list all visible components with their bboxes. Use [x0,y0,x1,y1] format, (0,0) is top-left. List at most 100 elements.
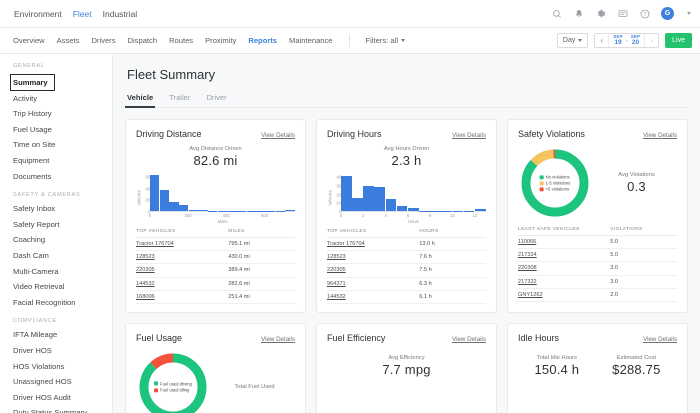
date-range-display[interactable]: SEP 19 - SEP 20 [608,34,646,47]
table-row[interactable]: Tractor 176704 13.0 h [327,237,486,252]
table-row[interactable]: 964371 6.3 h [327,277,486,291]
day-granularity-button[interactable]: Day [556,33,589,48]
env-item-fleet[interactable]: Fleet [72,8,92,19]
vehicle-link[interactable]: 220308 [518,261,611,276]
help-icon[interactable]: ? [639,8,650,19]
tab-vehicle[interactable]: Vehicle [124,93,156,108]
y-tick: 0 [147,209,150,215]
date-range-picker[interactable]: ‹ SEP 19 - SEP 20 › [594,33,660,48]
vehicle-link[interactable]: 217324 [518,248,611,263]
vehicle-link[interactable]: 144532 [327,290,420,304]
table-row[interactable]: GNY1262 2.0 [518,288,677,302]
date-to[interactable]: SEP 20 [631,34,640,46]
sidebar-item-safety-inbox[interactable]: Safety Inbox [13,204,56,214]
vehicle-link[interactable]: GNY1262 [518,288,611,302]
sidebar-item-summary[interactable]: Summary [10,73,55,92]
vehicle-link[interactable]: 110066 [518,235,611,250]
view-details-link[interactable]: View Details [643,335,677,343]
vehicle-link[interactable]: 128523 [327,250,420,265]
histogram-bar [150,175,160,211]
chat-icon[interactable] [617,8,628,19]
sidebar-item-multi-camera[interactable]: Multi-Camera [13,266,59,276]
table-row[interactable]: Tractor 176704 795.1 mi [136,237,295,252]
tab-driver[interactable]: Driver [206,93,227,102]
table-row[interactable]: 144532 6.1 h [327,290,486,304]
sidebar-item-driver-hos-audit[interactable]: Driver HOS Audit [13,392,71,402]
view-details-link[interactable]: View Details [643,132,677,139]
table-row[interactable]: 217324 5.0 [518,248,677,263]
legend-swatch [539,187,544,192]
sidebar-item-trip-history[interactable]: Trip History [13,109,52,119]
next-date-button[interactable]: › [650,36,653,45]
view-details-link[interactable]: View Details [261,132,295,139]
table-row[interactable]: 144532 282.6 mi [136,277,295,291]
tab-overview[interactable]: Overview [13,36,45,45]
histogram-bar [385,199,397,211]
tab-maintenance[interactable]: Maintenance [289,36,333,45]
table-row[interactable]: 110066 5.0 [518,235,677,250]
tab-proximity[interactable]: Proximity [205,36,237,45]
sidebar-item-unassigned-hos[interactable]: Unassigned HOS [13,377,72,387]
gear-icon[interactable] [595,8,606,19]
sidebar-item-duty-status-summary[interactable]: Duty Status Summary [13,408,87,413]
sidebar-item-hos-violations[interactable]: HOS Violations [13,361,65,371]
view-details-link[interactable]: View Details [452,335,486,343]
table-row[interactable]: 128523 430.0 mi [136,250,295,265]
vehicle-link[interactable]: 220305 [327,263,420,278]
table-row[interactable]: 217322 3.0 [518,275,677,289]
prev-date-button[interactable]: ‹ [600,36,604,45]
vehicle-link[interactable]: 964371 [327,277,420,291]
vehicle-link[interactable]: 128523 [136,250,229,265]
vehicle-link[interactable]: Tractor 176704 [136,237,229,252]
card-idle-hours: Idle Hours View Details Total Idle Hours… [507,322,688,413]
sidebar-group-compliance: COMPLIANCE [13,318,57,325]
sidebar-item-time-on-site[interactable]: Time on Site [13,140,56,150]
tab-assets[interactable]: Assets [56,36,80,45]
sidebar-item-ifta-mileage[interactable]: IFTA Mileage [13,330,58,340]
filters-dropdown[interactable]: Filters: all [366,36,406,45]
sidebar-item-coaching[interactable]: Coaching [13,235,46,245]
metric-value: 2.3 h [391,153,422,168]
sidebar-item-documents[interactable]: Documents [13,171,52,181]
sidebar-item-dash-cam[interactable]: Dash Cam [13,250,49,260]
table-row[interactable]: 168006 251.4 mi [136,290,295,304]
view-details-link[interactable]: View Details [452,132,486,139]
avatar[interactable]: G [661,7,674,20]
date-from[interactable]: SEP 19 [613,34,622,46]
metric-value: 7.7 mpg [382,361,431,377]
safety-violations-donut: No violations 1-5 violations >5 violatio… [518,146,592,220]
view-details-link[interactable]: View Details [261,335,295,343]
filters-label: Filters: all [365,36,399,45]
bell-icon[interactable] [573,8,584,19]
table-row[interactable]: 128523 7.6 h [327,250,486,265]
body: GENERAL Summary Activity Trip History Fu… [0,54,700,413]
sidebar-item-activity[interactable]: Activity [13,93,38,103]
x-axis-ticks: 0 2 4 6 8 10 12 [340,212,486,220]
tab-drivers[interactable]: Drivers [91,36,116,45]
table-row[interactable]: 220305 7.5 h [327,263,486,278]
vehicle-link[interactable]: 168006 [136,290,229,304]
sidebar-item-video-retrieval[interactable]: Video Retrieval [13,282,65,292]
sidebar-item-fuel-usage[interactable]: Fuel Usage [13,124,52,134]
metric-label: Avg Efficiency [388,354,425,361]
sidebar-item-driver-hos[interactable]: Driver HOS [13,345,52,355]
tab-dispatch[interactable]: Dispatch [127,36,158,45]
sidebar-item-facial-recognition[interactable]: Facial Recognition [13,297,76,307]
card-header: Driving Distance View Details [136,129,295,139]
sidebar-item-equipment[interactable]: Equipment [13,155,50,165]
tab-routes[interactable]: Routes [169,36,194,45]
search-icon[interactable] [551,8,562,19]
vehicle-link[interactable]: Tractor 176704 [327,237,420,252]
table-row[interactable]: 220308 3.0 [518,261,677,276]
vehicle-link[interactable]: 144532 [136,277,229,291]
vehicle-link[interactable]: 217322 [518,275,611,289]
avatar-chevron-down-icon[interactable] [687,12,691,15]
vehicle-link[interactable]: 220305 [136,263,229,278]
tab-trailer[interactable]: Trailer [169,93,191,102]
y-tick: 0 [338,209,341,215]
sidebar-item-safety-report[interactable]: Safety Report [13,219,60,229]
live-button[interactable]: Live [665,33,692,48]
env-item-industrial[interactable]: Industrial [102,8,138,19]
tab-reports[interactable]: Reports [248,36,278,45]
table-row[interactable]: 220305 389.4 mi [136,263,295,278]
